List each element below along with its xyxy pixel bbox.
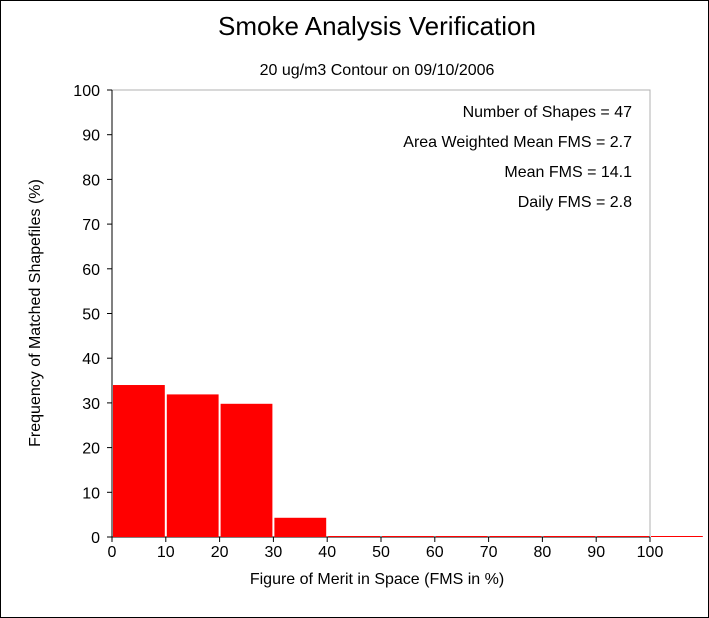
x-tick-label: 90 [587, 544, 605, 561]
bar-100 [651, 536, 703, 537]
x-tick-label: 80 [534, 544, 552, 561]
bars-group [113, 385, 703, 537]
y-tick-label: 10 [82, 485, 100, 502]
bar-10 [166, 394, 219, 537]
bar-60 [435, 536, 488, 537]
bar-20 [220, 403, 273, 537]
bar-70 [489, 536, 542, 537]
y-tick-label: 30 [82, 396, 100, 413]
x-axis-label: Figure of Merit in Space (FMS in %) [250, 571, 504, 588]
chart-subtitle: 20 ug/m3 Contour on 09/10/2006 [260, 62, 495, 79]
stat-line: Number of Shapes = 47 [463, 104, 633, 121]
x-tick-label: 30 [265, 544, 283, 561]
x-axis-ticks: 0 10 20 30 40 50 60 70 80 90 100 [108, 537, 664, 561]
y-tick-label: 50 [82, 307, 100, 324]
bar-30 [274, 517, 327, 537]
bar-40 [328, 536, 380, 537]
stat-line: Area Weighted Mean FMS = 2.7 [403, 134, 632, 151]
chart-title: Smoke Analysis Verification [218, 11, 536, 41]
x-tick-label: 10 [157, 544, 175, 561]
y-tick-label: 90 [82, 128, 100, 145]
x-tick-label: 70 [480, 544, 498, 561]
y-tick-label: 20 [82, 441, 100, 458]
x-tick-label: 100 [637, 544, 664, 561]
x-tick-label: 60 [426, 544, 444, 561]
y-tick-label: 40 [82, 351, 100, 368]
y-tick-label: 0 [91, 530, 100, 547]
y-tick-label: 70 [82, 217, 100, 234]
bar-50 [382, 536, 434, 537]
bar-0 [113, 385, 165, 537]
bar-90 [597, 536, 649, 537]
y-axis-ticks: 0 10 20 30 40 50 60 70 80 90 100 [73, 83, 112, 547]
x-tick-label: 50 [372, 544, 390, 561]
stat-line: Mean FMS = 14.1 [504, 164, 632, 181]
stat-line: Daily FMS = 2.8 [518, 194, 632, 211]
x-tick-label: 0 [108, 544, 117, 561]
x-tick-label: 40 [318, 544, 336, 561]
x-tick-label: 20 [211, 544, 229, 561]
y-tick-label: 80 [82, 172, 100, 189]
y-axis-label: Frequency of Matched Shapefiles (%) [27, 179, 44, 447]
y-tick-label: 60 [82, 262, 100, 279]
stats-box: Number of Shapes = 47 Area Weighted Mean … [403, 104, 632, 211]
y-tick-label: 100 [73, 83, 100, 100]
bar-80 [543, 536, 596, 537]
